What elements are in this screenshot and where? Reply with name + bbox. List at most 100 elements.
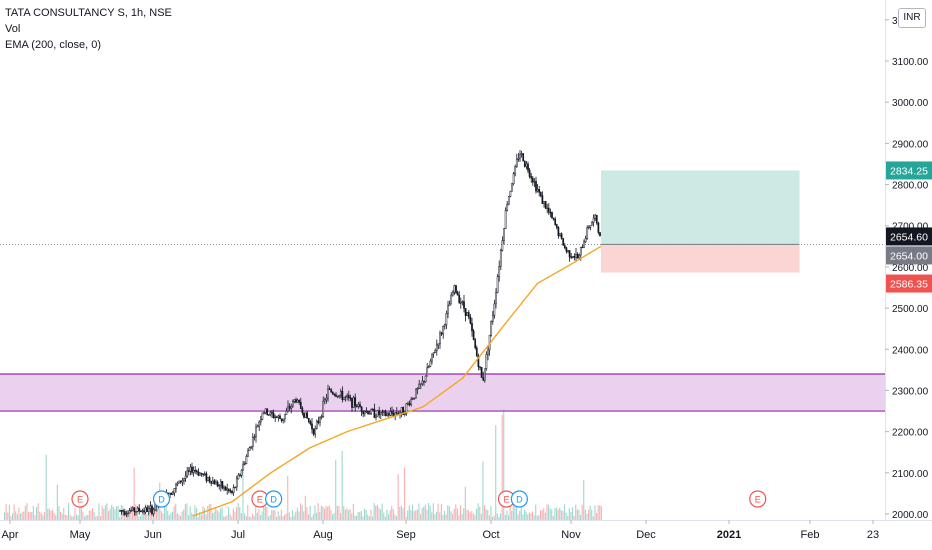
candle-body xyxy=(307,418,310,422)
candle xyxy=(445,310,448,330)
volume-bar xyxy=(328,505,330,520)
candle-body xyxy=(335,394,337,397)
candle xyxy=(480,367,483,378)
volume-bar xyxy=(284,514,286,520)
candle xyxy=(152,507,155,517)
candle-body xyxy=(539,192,542,196)
candle xyxy=(595,214,598,225)
candle xyxy=(226,483,229,495)
candle-body xyxy=(579,246,582,256)
y-tick-label: 3000.00 xyxy=(892,98,929,109)
candle xyxy=(207,476,209,482)
volume-bar xyxy=(7,512,9,520)
volume-bar xyxy=(316,512,318,520)
candle xyxy=(323,397,326,405)
volume-bar xyxy=(192,514,194,520)
candle xyxy=(557,226,560,239)
candle xyxy=(427,365,430,369)
volume-bar xyxy=(186,503,188,520)
candle-body xyxy=(565,247,568,252)
earnings-marker-icon[interactable]: E xyxy=(71,490,89,508)
volume-bar xyxy=(296,507,298,520)
volume-bar xyxy=(372,516,374,520)
y-tick-label: 2700.00 xyxy=(892,222,929,233)
candle-body xyxy=(288,406,291,409)
candle xyxy=(347,390,350,402)
candle-body xyxy=(139,510,142,513)
candle-body xyxy=(583,241,585,248)
volume-bar xyxy=(359,512,361,520)
x-tick-label: Feb xyxy=(801,529,820,541)
volume-indicator-label[interactable]: Vol xyxy=(5,23,21,35)
volume-bar xyxy=(484,505,486,520)
volume-bar xyxy=(280,509,282,520)
volume-bar xyxy=(293,515,295,520)
candle xyxy=(592,214,595,227)
earnings-marker-icon[interactable]: E xyxy=(749,490,767,508)
candle xyxy=(335,392,337,398)
dividend-marker-icon[interactable]: D xyxy=(265,490,283,508)
candle-body xyxy=(203,473,206,475)
currency-button[interactable]: INR xyxy=(898,8,926,28)
volume-bar xyxy=(69,514,71,520)
candle xyxy=(451,290,454,297)
candle-body xyxy=(413,397,416,399)
candle-body xyxy=(322,400,325,417)
volume-bar xyxy=(448,506,450,520)
dividend-marker-icon[interactable]: D xyxy=(510,490,528,508)
candle-body xyxy=(215,481,217,485)
volume-bar xyxy=(143,515,145,520)
candle xyxy=(493,299,496,319)
candle-body xyxy=(435,344,438,351)
volume-bar xyxy=(567,515,569,520)
volume-bar xyxy=(320,505,322,520)
candle-body xyxy=(285,410,288,415)
candle-body xyxy=(170,493,173,495)
volume-bar xyxy=(426,510,428,520)
candle-body xyxy=(299,402,302,409)
volume-bar xyxy=(29,512,31,520)
candle xyxy=(488,334,491,356)
candle xyxy=(440,331,443,336)
candle-body xyxy=(178,480,181,484)
symbol-title[interactable]: TATA CONSULTANCY S, 1h, NSE xyxy=(5,7,172,19)
candle xyxy=(583,239,585,248)
candle xyxy=(389,407,392,417)
candle xyxy=(179,480,182,485)
volume-bar xyxy=(381,503,383,520)
candle xyxy=(227,488,230,494)
candle xyxy=(219,478,222,492)
volume-bar xyxy=(535,504,537,520)
volume-bar xyxy=(392,509,394,520)
candle xyxy=(186,466,189,478)
volume-bar xyxy=(508,515,510,520)
ema-indicator-label[interactable]: EMA (200, close, 0) xyxy=(5,39,101,51)
candle-body xyxy=(242,463,245,471)
candle-body xyxy=(306,412,309,419)
volume-bar xyxy=(264,506,266,520)
volume-bar xyxy=(200,514,202,520)
candle-body xyxy=(450,294,453,305)
volume-bar xyxy=(228,507,230,520)
candle-body xyxy=(183,478,185,481)
volume-bar xyxy=(311,516,313,520)
candle-body xyxy=(184,475,187,479)
volume-bar xyxy=(364,508,366,520)
volume-bar xyxy=(452,513,454,520)
volume-bar xyxy=(463,507,465,520)
dividend-marker-icon[interactable]: D xyxy=(152,490,171,508)
candle xyxy=(298,399,301,405)
volume-bar xyxy=(252,513,254,520)
candle xyxy=(344,395,347,402)
candle xyxy=(509,190,512,198)
candle-body xyxy=(507,195,510,205)
volume-bar xyxy=(340,512,342,520)
candle-body xyxy=(459,302,462,304)
earnings-marker-icon[interactable]: E xyxy=(497,490,516,508)
position-tool-layer[interactable] xyxy=(0,170,885,273)
volume-bar xyxy=(576,509,578,520)
candle-body xyxy=(271,412,273,414)
